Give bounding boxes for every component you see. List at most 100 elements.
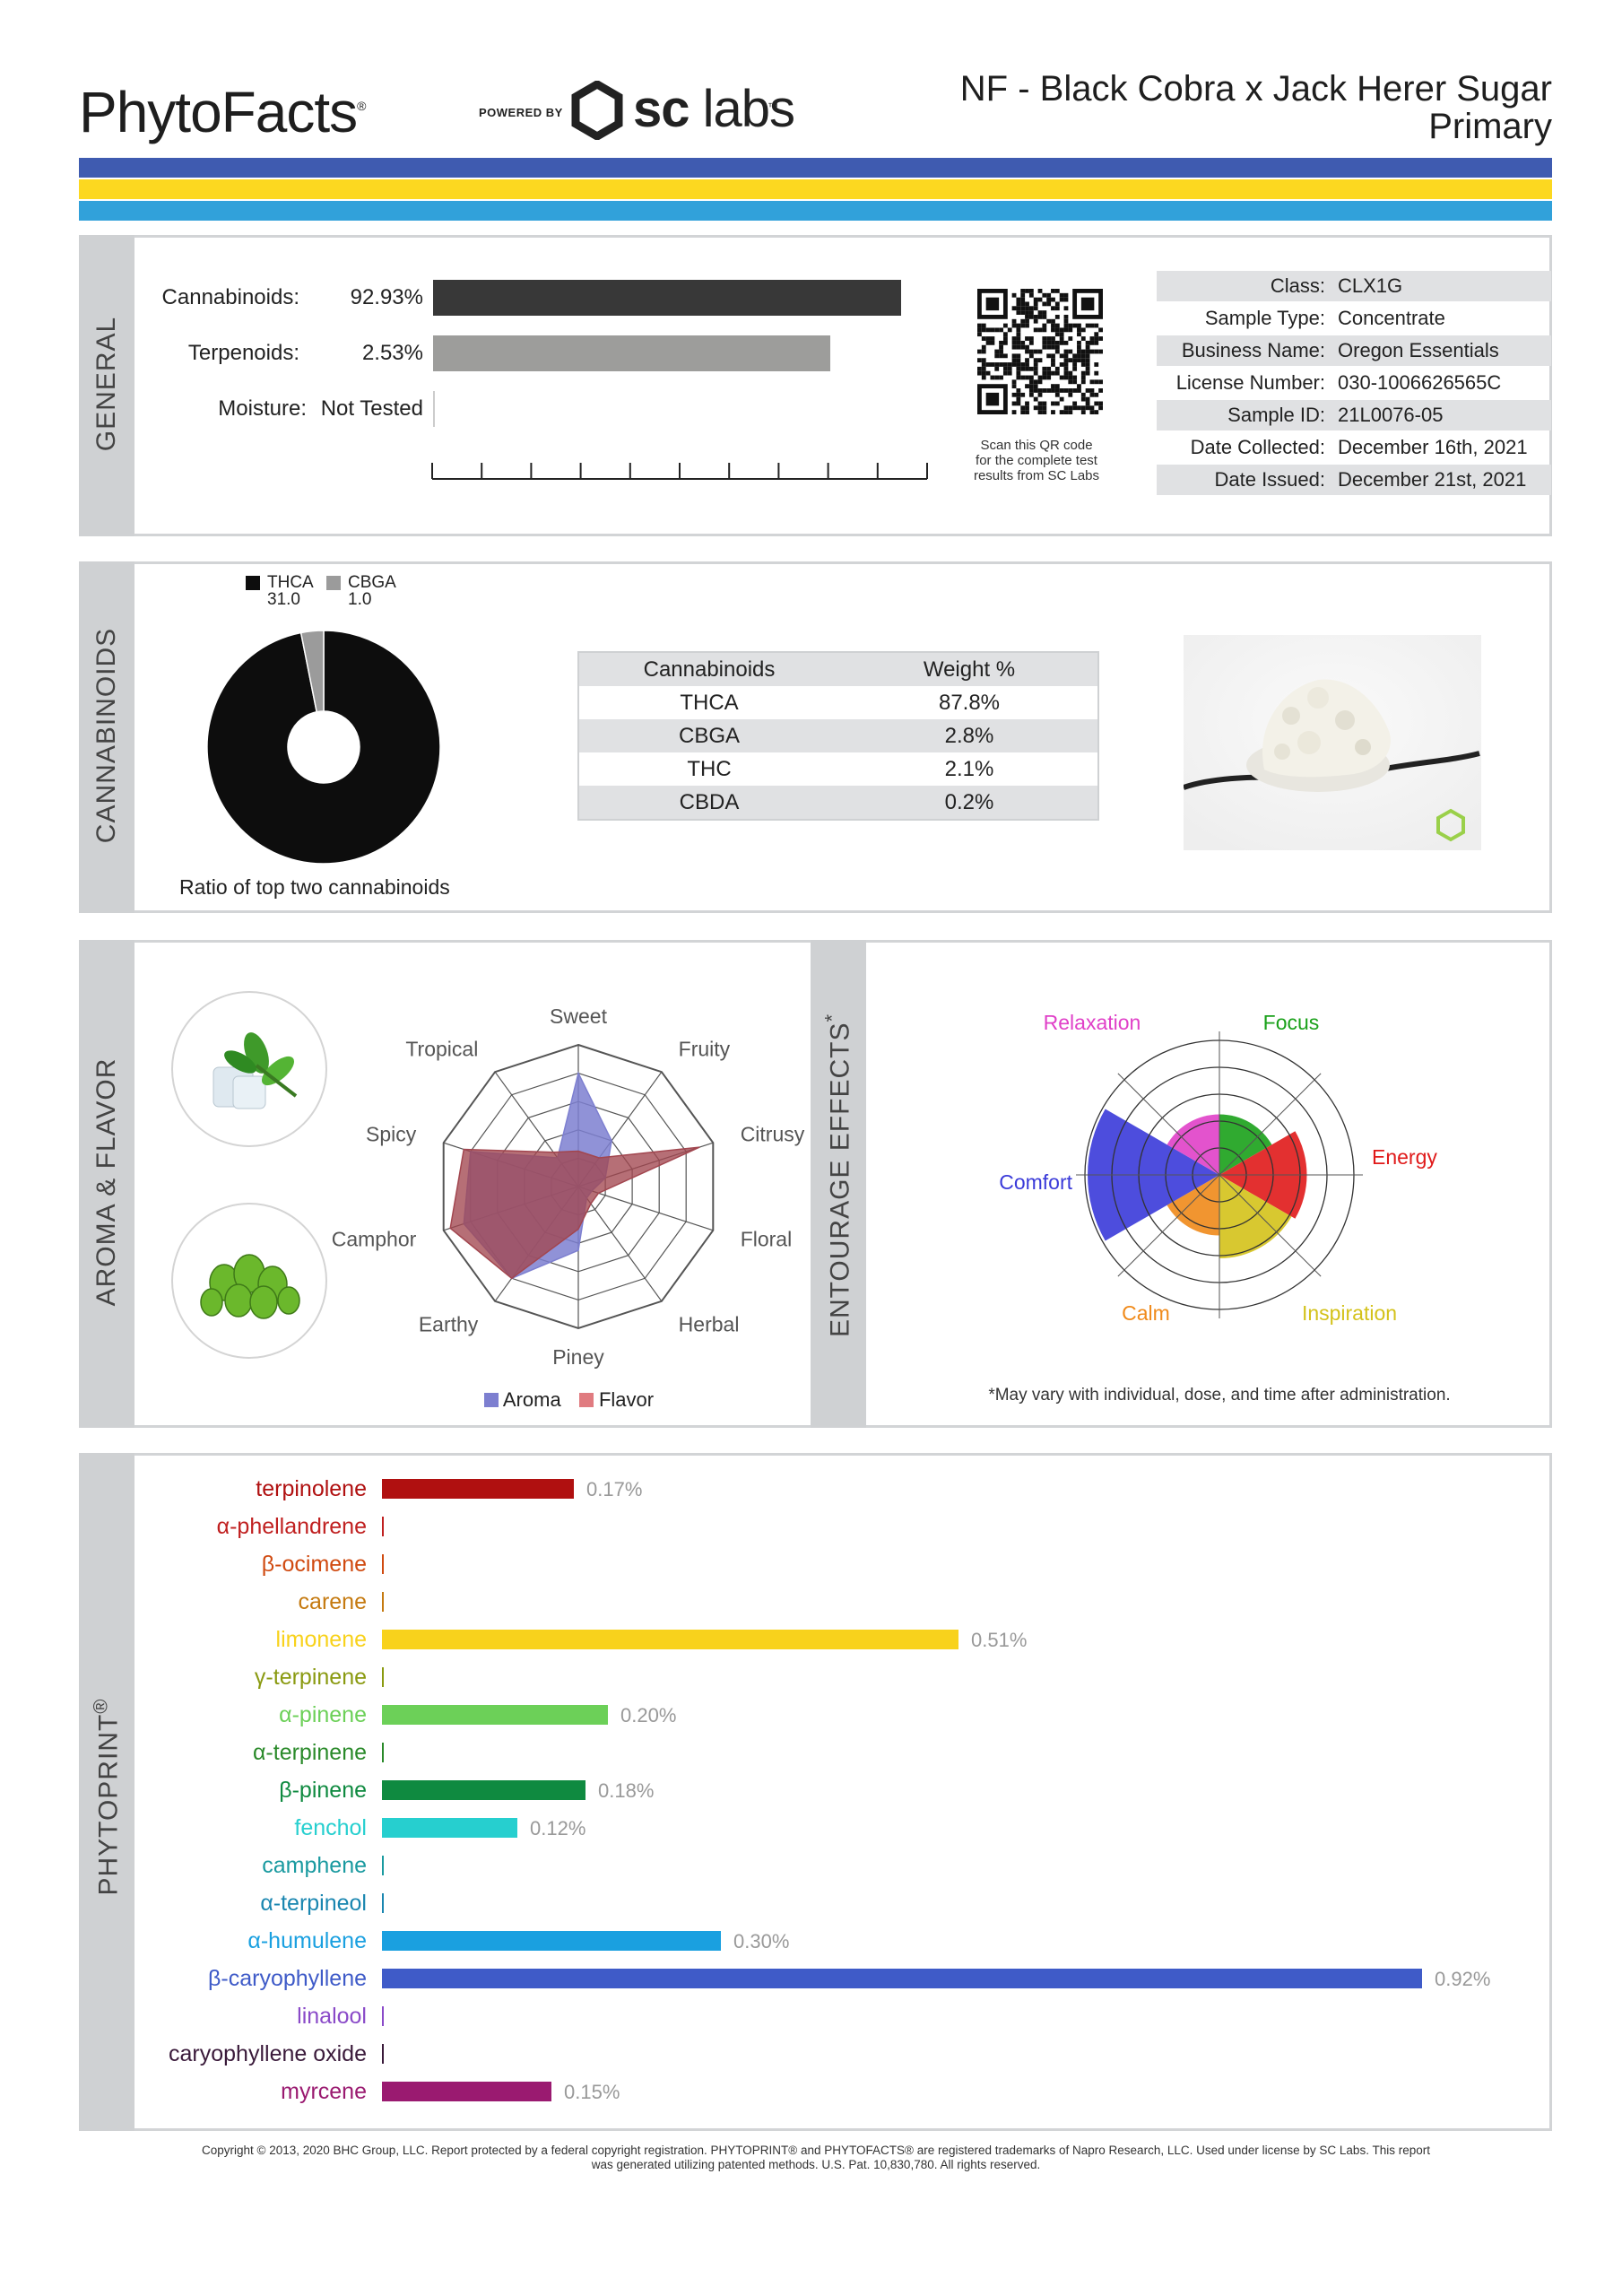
polar-spoke [1117, 1073, 1220, 1176]
sample-info-key: Sample ID: [1227, 404, 1325, 426]
terpene-value: 0.92% [1435, 1968, 1491, 1990]
terpene-bar [382, 1856, 384, 1875]
radar-axis-label: Camphor [332, 1228, 417, 1251]
terpene-label: α-terpinene [252, 1740, 367, 1765]
terpene-bar [382, 1931, 721, 1951]
sample-info-key: Class: [1270, 274, 1325, 297]
sc-labs-hexagon-icon [571, 81, 623, 140]
terpene-label: α-pinene [279, 1702, 367, 1727]
sample-info-value: Concentrate [1338, 307, 1445, 329]
cannabinoid-table-header: Cannabinoids Weight % [579, 653, 1097, 686]
terpene-bar [382, 2082, 551, 2101]
donut-caption: Ratio of top two cannabinoids [179, 875, 450, 899]
radar-axis-label: Piney [552, 1345, 604, 1369]
sample-info-value: December 21st, 2021 [1338, 468, 1527, 491]
sample-info-row: Class: CLX1G [1157, 271, 1551, 301]
legend-flavor-swatch [578, 1393, 594, 1407]
effect-wedge-relaxation [1167, 1114, 1219, 1175]
legend-flavor: Flavor [598, 1388, 655, 1411]
sample-info-value: CLX1G [1338, 274, 1403, 297]
footer-copyright: Copyright © 2013, 2020 BHC Group, LLC. R… [202, 2144, 1430, 2171]
brand-logo: PhytoFacts® [79, 80, 366, 144]
sc-labs-logo: sc labs [633, 80, 795, 138]
cannabinoid-table-row: THC 2.1% [579, 752, 1097, 786]
general-section-label: GENERAL [91, 316, 121, 452]
radar-axis-label: Earthy [419, 1313, 479, 1336]
terpene-label: myrcene [281, 2079, 367, 2104]
terpene-bar [382, 1705, 608, 1725]
terpene-bar [382, 1630, 958, 1649]
qr-caption: Scan this QR code for the complete test … [973, 438, 1100, 483]
terpene-label: fenchol [294, 1815, 367, 1840]
qr-code-icon[interactable] [977, 289, 1103, 414]
cannabinoid-table-row: CBGA 2.8% [579, 719, 1097, 752]
effect-wedge-inspiration [1219, 1175, 1292, 1258]
donut-slice-thca [206, 630, 441, 865]
phytoprint-side-tab [79, 1453, 134, 2131]
terpene-value: 0.20% [620, 1704, 677, 1726]
legend-aroma: Aroma [502, 1388, 561, 1411]
legend-cbga: CBGA 1.0 [348, 573, 396, 609]
effect-label-relaxation: Relaxation [1044, 1011, 1141, 1034]
terpene-label: α-terpineol [260, 1891, 367, 1916]
cannabinoid-table: Cannabinoids Weight % THCA 87.8% CBGA 2.8% T… [577, 651, 1099, 821]
effect-wedge-focus [1219, 1114, 1272, 1175]
sample-info-key: Date Collected: [1190, 436, 1325, 458]
phytoprint-panel [79, 1453, 1552, 2131]
powered-by-label: POWERED BY [479, 106, 563, 119]
sample-info-row: Sample ID: 21L0076-05 [1157, 400, 1551, 430]
effect-label-focus: Focus [1263, 1011, 1320, 1034]
terpene-label: β-ocimene [261, 1552, 367, 1577]
hops-icon [171, 1203, 327, 1359]
terpene-label: α-humulene [247, 1928, 367, 1953]
terpene-bar [382, 1969, 1422, 1988]
terpene-value: 0.17% [586, 1478, 643, 1500]
effect-label-calm: Calm [1122, 1301, 1170, 1325]
cannabinoid-weight: 87.8% [938, 691, 1001, 715]
sample-info-value: 030-1006626565C [1338, 371, 1502, 394]
header-stripe-yellow [79, 179, 1552, 199]
general-label-1: Terpenoids: [187, 341, 299, 365]
donut-slice-cbga [299, 630, 325, 713]
sample-info-key: Date Issued: [1214, 468, 1325, 491]
legend-thca: THCA 31.0 [267, 573, 314, 609]
general-axis-ticks [431, 463, 928, 480]
cannabinoid-donut-chart [206, 630, 441, 865]
terpene-bar [382, 2044, 384, 2064]
sample-info-value: Oregon Essentials [1338, 339, 1499, 361]
sample-info-value: December 16th, 2021 [1338, 436, 1528, 458]
cannabinoid-name: THCA [680, 691, 739, 715]
sample-info-row: Business Name: Oregon Essentials [1157, 335, 1551, 366]
aroma-flavor-radar-chart: Sweet Fruity Citrusy Floral Herbal Piney Earth… [332, 1004, 805, 1369]
general-bar-0 [433, 280, 901, 316]
sample-info-key: Business Name: [1181, 339, 1325, 361]
header-stripe-blue [79, 158, 1552, 178]
terpene-value: 0.30% [733, 1930, 790, 1952]
product-title: NF - Black Cobra x Jack Herer Sugar Prim… [959, 69, 1552, 146]
general-value-2: Not Tested [320, 396, 423, 421]
cannabinoid-name: CBGA [678, 724, 740, 748]
terpene-value: 0.15% [564, 2081, 620, 2103]
radar-series-flavor [449, 1146, 700, 1280]
terpene-value: 0.51% [971, 1629, 1028, 1651]
radar-axis-label: Fruity [679, 1037, 731, 1060]
sample-info-row: Sample Type: Concentrate [1157, 303, 1551, 334]
radar-axis-label: Floral [741, 1228, 793, 1251]
terpene-label: carene [298, 1589, 367, 1614]
effect-label-energy: Energy [1372, 1145, 1437, 1169]
polar-spoke [1117, 1174, 1220, 1277]
sample-info-key: License Number: [1175, 371, 1325, 394]
radar-axis-label: Herbal [679, 1313, 740, 1336]
terpene-label: β-caryophyllene [208, 1966, 367, 1991]
general-bar-1 [433, 335, 830, 371]
polar-spoke [1219, 1174, 1322, 1277]
terpene-label: β-pinene [279, 1778, 367, 1803]
polar-spoke [1219, 1073, 1322, 1176]
cannabinoid-table-row: CBDA 0.2% [579, 786, 1097, 819]
terpene-label: camphene [262, 1853, 367, 1878]
terpene-bar [382, 1554, 384, 1574]
terpene-label: γ-terpinene [254, 1665, 367, 1690]
sample-info-row: License Number: 030-1006626565C [1157, 368, 1551, 398]
entourage-side-tab [811, 940, 866, 1428]
general-label-2: Moisture: [218, 396, 307, 421]
